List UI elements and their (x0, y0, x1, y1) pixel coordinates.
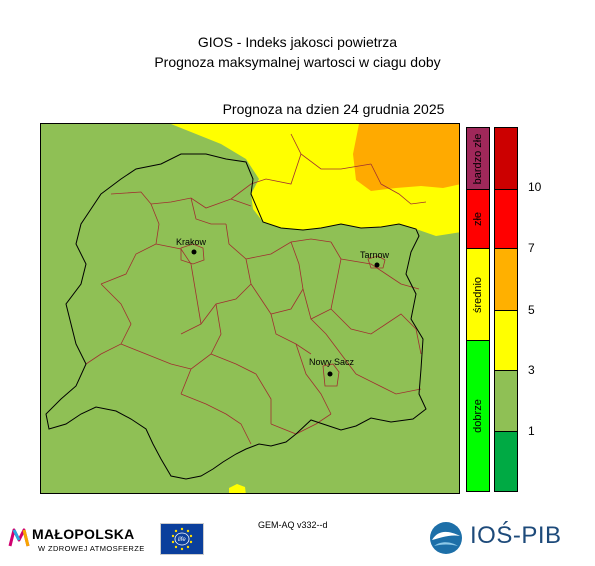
svg-text:Nowy Sacz: Nowy Sacz (309, 357, 355, 367)
map-subtitle: Prognoza maksymalnej wartosci w ciagu do… (154, 54, 441, 70)
category-average: średnio (467, 249, 489, 341)
malopolska-name: MAŁOPOLSKA (32, 526, 135, 542)
tick-10: 10 (528, 180, 542, 194)
zone-orange (353, 124, 459, 191)
svg-text:life: life (178, 537, 186, 543)
malopolska-logo: MAŁOPOLSKA W ZDROWEJ ATMOSFERZE (8, 522, 158, 562)
tick-1: 1 (528, 424, 535, 438)
ios-pib-logo: IOŚ-PIB (428, 516, 568, 560)
category-legend: bardzo złe złe średnio dobrze (466, 127, 490, 492)
city-nowy-sacz: Nowy Sacz (309, 357, 355, 377)
band-3-5 (495, 311, 517, 371)
band-0-1 (495, 432, 517, 491)
map-canvas: Krakow Tarnow Nowy Sacz (41, 124, 459, 493)
category-good: dobrze (467, 341, 489, 491)
eu-stars-icon: life (171, 527, 193, 551)
malopolska-subtitle: W ZDROWEJ ATMOSFERZE (38, 544, 145, 553)
region-outline (45, 153, 427, 480)
city-krakow: Krakow (176, 237, 207, 255)
ios-pib-name: IOŚ-PIB (470, 522, 562, 549)
ios-pib-mark-icon (430, 522, 462, 554)
map-title: GIOS - Indeks jakosci powietrza (197, 34, 398, 50)
band-1-3 (495, 371, 517, 432)
forecast-date: Prognoza na dzien 24 grudnia 2025 (222, 101, 445, 117)
band-5-7 (495, 249, 517, 311)
band-10-plus (495, 128, 517, 190)
model-label: GEM-AQ v332--d (258, 520, 328, 530)
eu-life-logo: life (160, 523, 204, 555)
svg-text:Tarnow: Tarnow (360, 250, 390, 260)
tick-5: 5 (528, 303, 535, 317)
value-legend (494, 127, 518, 492)
band-7-10 (495, 190, 517, 249)
city-tarnow: Tarnow (360, 250, 390, 268)
category-bad: złe (467, 190, 489, 249)
malopolska-mark-icon (8, 528, 30, 547)
zone-yellow-bottom (229, 484, 246, 493)
district-boundaries (85, 133, 427, 445)
tick-3: 3 (528, 363, 535, 377)
forecast-map: Krakow Tarnow Nowy Sacz (40, 123, 460, 494)
tick-7: 7 (528, 241, 535, 255)
category-very-bad: bardzo złe (467, 128, 489, 190)
svg-text:Krakow: Krakow (176, 237, 207, 247)
